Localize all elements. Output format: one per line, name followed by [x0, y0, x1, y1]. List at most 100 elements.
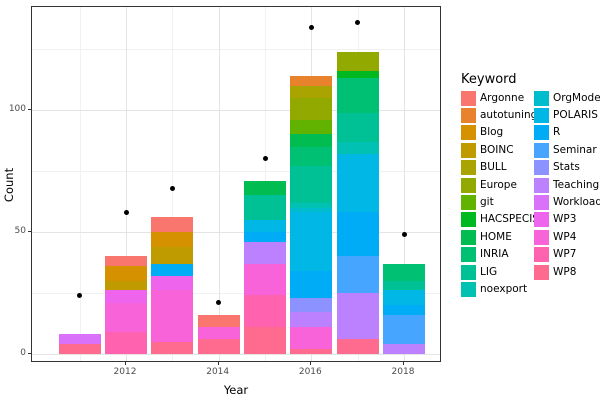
- legend-swatch-Workload: [534, 194, 549, 210]
- legend-swatch-WP7: [534, 247, 549, 263]
- bar-2016-segment-git: [290, 119, 333, 135]
- total-point-2017: [355, 19, 361, 25]
- bar-2011-segment-WP8: [58, 344, 101, 354]
- bar-2015-segment-POLARIS: [244, 219, 287, 232]
- bar-2018-segment-Teaching: [383, 344, 425, 354]
- bar-2017-segment-INRIA: [336, 78, 379, 113]
- total-point-2013: [169, 185, 175, 191]
- y-major-gridline-0: [32, 353, 440, 355]
- y-minor-gridline-125: [32, 49, 440, 51]
- bar-2015-segment-WP8: [244, 326, 287, 354]
- legend-label-WP3: WP3: [553, 213, 577, 226]
- legend-swatch-noexport: [461, 281, 476, 297]
- total-point-2015: [262, 156, 268, 162]
- x-tick-2012: [125, 362, 126, 365]
- y-tick-label-50: 50: [14, 226, 26, 236]
- legend-swatch-Seminar: [534, 142, 549, 158]
- bar-2016-segment-noexport: [290, 202, 333, 208]
- y-tick-label-100: 100: [8, 104, 26, 115]
- bar-2015-segment-R: [244, 231, 287, 242]
- legend-label-Europe: Europe: [480, 178, 517, 191]
- legend-label-HOME: HOME: [480, 230, 512, 243]
- bar-2016-segment-Stats: [290, 297, 333, 313]
- bar-2017-segment-POLARIS: [336, 153, 379, 213]
- bar-2013-segment-BOINC: [151, 246, 194, 264]
- bar-2014-segment-WP8: [197, 339, 240, 354]
- legend-label-OrgMode: OrgMode: [553, 91, 600, 104]
- y-tick-100: [28, 109, 31, 111]
- bar-2013-segment-Argonne: [151, 217, 194, 232]
- legend-label-LIG: LIG: [480, 265, 498, 278]
- legend-swatch-LIG: [461, 264, 476, 280]
- plot-panel: [31, 6, 441, 362]
- y-major-gridline-50: [32, 231, 440, 233]
- bar-2016-segment-BULL: [290, 85, 333, 98]
- y-tick-50: [28, 231, 31, 232]
- legend-label-WP7: WP7: [553, 248, 577, 261]
- legend-swatch-BOINC: [461, 142, 476, 158]
- legend-label-BULL: BULL: [480, 161, 507, 174]
- legend-swatch-R: [534, 125, 549, 141]
- legend-swatch-POLARIS: [534, 107, 549, 123]
- x-tick-2016: [310, 362, 312, 365]
- bar-2018-segment-LIG: [383, 280, 425, 291]
- legend-label-WP4: WP4: [553, 230, 577, 243]
- legend-swatch-Europe: [461, 177, 476, 193]
- y-major-gridline-100: [32, 110, 440, 112]
- legend-swatch-WP3: [534, 212, 549, 228]
- y-minor-gridline-25: [32, 292, 440, 294]
- legend-label-Blog: Blog: [480, 126, 504, 139]
- bar-2012-segment-WP3: [105, 290, 148, 303]
- legend-swatch-BULL: [461, 160, 476, 176]
- bar-2017-segment-Teaching: [336, 292, 379, 340]
- total-point-2018: [401, 231, 407, 237]
- bar-2013-segment-WP4: [151, 290, 194, 342]
- legend-label-noexport: noexport: [480, 282, 528, 295]
- y-minor-gridline-75: [32, 171, 440, 173]
- bar-2016-segment-LIG: [290, 166, 333, 203]
- y-tick-label-0: 0: [20, 347, 26, 358]
- bar-2016-segment-Europe: [290, 97, 333, 120]
- bar-2015-segment-WP4: [244, 263, 287, 296]
- x-tick-label-2018: 2018: [391, 367, 415, 377]
- legend-swatch-HOME: [461, 229, 476, 245]
- legend-swatch-Blog: [461, 125, 476, 141]
- legend-swatch-WP8: [534, 264, 549, 280]
- x-major-gridline-2014: [218, 7, 220, 361]
- y-axis-title: Count: [2, 167, 16, 203]
- x-tick-label-2016: 2016: [298, 367, 322, 377]
- legend-swatch-HACSPECIS: [461, 212, 476, 228]
- bar-2013-segment-R: [151, 263, 194, 276]
- bar-2012-segment-BOINC: [105, 280, 148, 291]
- bar-2017-segment-Europe: [336, 51, 379, 72]
- y-tick-0: [28, 352, 31, 354]
- bar-2018-segment-Seminar: [383, 314, 425, 345]
- bar-2016-segment-HOME: [290, 134, 333, 147]
- legend-swatch-Stats: [534, 160, 549, 176]
- legend-label-Argonne: Argonne: [480, 91, 525, 104]
- bar-2015-segment-LIG: [244, 195, 287, 220]
- legend-label-Teaching: Teaching: [553, 178, 600, 191]
- x-tick-2018: [403, 362, 404, 365]
- x-axis-title: Year: [223, 383, 249, 397]
- legend-label-INRIA: INRIA: [480, 248, 509, 261]
- legend-label-R: R: [553, 126, 561, 139]
- bar-2016-segment-R: [290, 270, 333, 298]
- bar-2016-segment-WP8: [290, 348, 333, 354]
- bar-2013-segment-WP8: [151, 341, 194, 354]
- total-point-2012: [123, 209, 129, 215]
- x-tick-label-2014: 2014: [206, 367, 230, 377]
- legend-label-HACSPECIS: HACSPECIS: [480, 213, 539, 226]
- legend-swatch-git: [461, 194, 476, 210]
- legend-swatch-autotuning: [461, 107, 476, 123]
- legend-label-Seminar: Seminar: [553, 143, 597, 156]
- bar-2013-segment-WP3: [151, 275, 194, 291]
- legend-label-git: git: [480, 195, 494, 208]
- legend-label-WP8: WP8: [553, 265, 577, 278]
- bar-2017-segment-Seminar: [336, 256, 379, 293]
- bar-2018-segment-R: [383, 305, 425, 315]
- legend-label-autotuning: autotuning: [480, 108, 538, 121]
- bar-2016-segment-INRIA: [290, 146, 333, 167]
- x-tick-2014: [217, 362, 219, 365]
